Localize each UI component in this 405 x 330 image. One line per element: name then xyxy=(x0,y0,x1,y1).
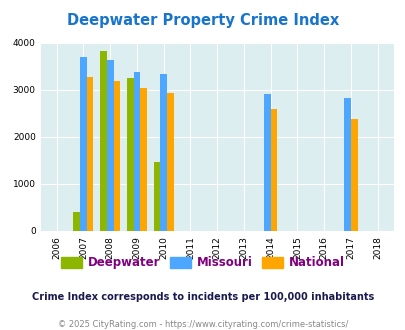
Bar xyxy=(140,88,147,231)
Bar xyxy=(133,72,140,231)
Bar xyxy=(87,77,93,231)
Legend: Deepwater, Missouri, National: Deepwater, Missouri, National xyxy=(56,252,349,274)
Bar xyxy=(73,212,80,231)
Bar xyxy=(270,109,277,231)
Bar xyxy=(100,51,107,231)
Text: Deepwater Property Crime Index: Deepwater Property Crime Index xyxy=(67,13,338,28)
Text: © 2025 CityRating.com - https://www.cityrating.com/crime-statistics/: © 2025 CityRating.com - https://www.city… xyxy=(58,320,347,329)
Bar xyxy=(127,78,133,231)
Bar xyxy=(80,57,87,231)
Bar xyxy=(263,94,270,231)
Bar xyxy=(166,93,173,231)
Text: Crime Index corresponds to incidents per 100,000 inhabitants: Crime Index corresponds to incidents per… xyxy=(32,292,373,302)
Bar xyxy=(107,60,113,231)
Bar xyxy=(343,98,350,231)
Bar xyxy=(113,81,120,231)
Bar xyxy=(160,74,166,231)
Bar xyxy=(350,119,357,231)
Bar xyxy=(153,162,160,231)
